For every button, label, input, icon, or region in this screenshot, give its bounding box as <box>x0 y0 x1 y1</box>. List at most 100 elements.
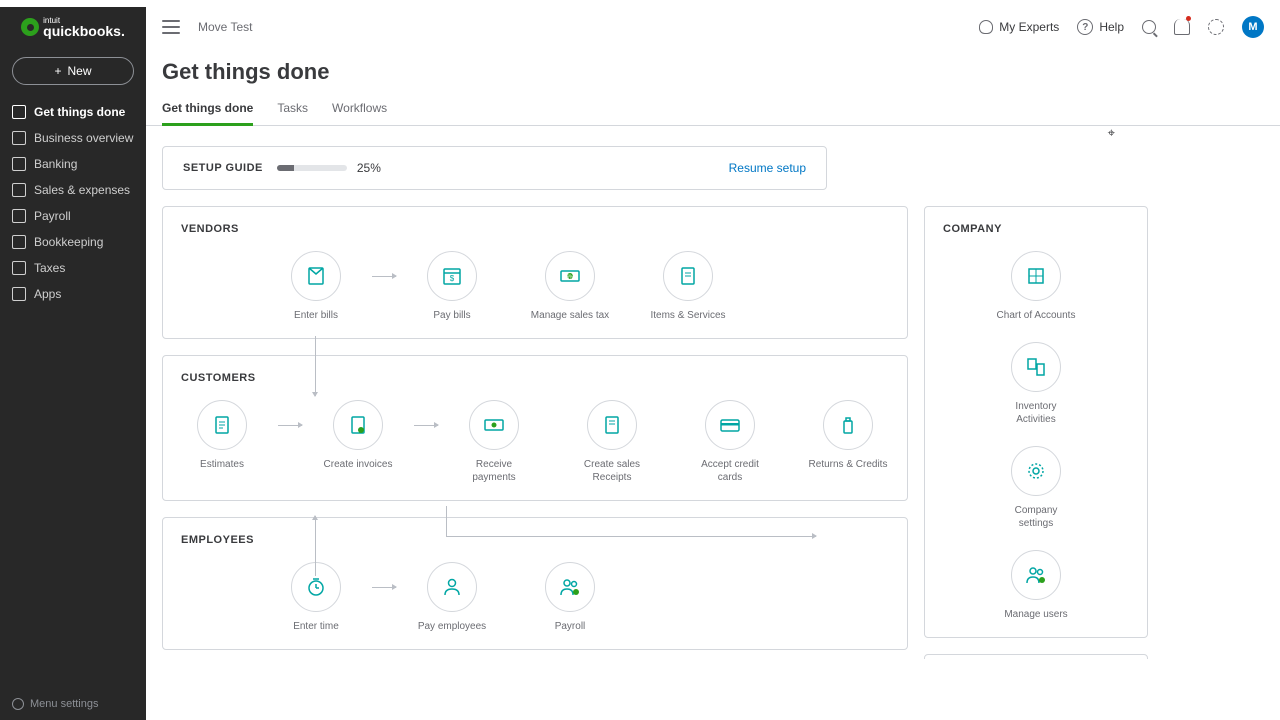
manage-sales-tax-item[interactable]: $% Manage sales tax <box>529 251 611 322</box>
flow-label: Pay bills <box>433 309 470 322</box>
items-services-item[interactable]: Items & Services <box>647 251 729 322</box>
flow-label: Create invoices <box>324 458 393 471</box>
enter-bills-item[interactable]: Enter bills <box>275 251 357 322</box>
receipt-icon <box>600 413 624 437</box>
sidebar-item-banking[interactable]: Banking <box>0 151 146 177</box>
create-sales-receipts-item[interactable]: Create sales Receipts <box>571 400 653 484</box>
sidebar-item-payroll[interactable]: Payroll <box>0 203 146 229</box>
calendar-icon: $ <box>440 264 464 288</box>
flow-label: Manage sales tax <box>531 309 609 322</box>
notifications-icon[interactable] <box>1174 19 1190 35</box>
plus-icon: + <box>54 64 61 78</box>
person-icon <box>440 575 464 599</box>
customers-title: CUSTOMERS <box>181 372 889 384</box>
sidebar-item-label: Taxes <box>34 261 65 275</box>
flow-label: Chart of Accounts <box>997 309 1076 322</box>
clock-icon <box>304 575 328 599</box>
flow-label: Accept credit cards <box>689 458 771 484</box>
tax-icon: $% <box>558 264 582 288</box>
tab-workflows[interactable]: Workflows <box>332 93 387 125</box>
flow-label: Enter time <box>293 620 339 633</box>
tag-icon <box>12 183 26 197</box>
vendors-title: VENDORS <box>181 223 889 235</box>
create-invoices-item[interactable]: Create invoices <box>317 400 399 471</box>
my-experts-link[interactable]: My Experts <box>979 20 1059 34</box>
help-link[interactable]: ? Help <box>1077 19 1124 35</box>
flow-label: Company settings <box>996 504 1076 530</box>
cursor-indicator: ⌖ <box>1108 125 1115 141</box>
sidebar-item-label: Payroll <box>34 209 71 223</box>
connector-line <box>446 536 816 537</box>
receive-payments-item[interactable]: Receive payments <box>453 400 535 484</box>
menu-toggle-icon[interactable] <box>162 20 180 34</box>
sidebar-item-label: Get things done <box>34 105 125 119</box>
arrow-icon <box>369 251 399 301</box>
flow-label: Create sales Receipts <box>571 458 653 484</box>
returns-icon <box>836 413 860 437</box>
new-button-label: New <box>68 64 92 78</box>
sidebar-item-taxes[interactable]: Taxes <box>0 255 146 281</box>
payment-icon <box>482 413 506 437</box>
company-title: COMPANY <box>943 223 1129 235</box>
arrow-icon <box>369 562 399 612</box>
people-icon <box>558 575 582 599</box>
company-settings-item[interactable]: Company settings <box>996 446 1076 530</box>
company-card: COMPANY Chart of Accounts Inventory Acti… <box>924 206 1148 638</box>
manage-users-item[interactable]: Manage users <box>996 550 1076 621</box>
sidebar-item-label: Banking <box>34 157 77 171</box>
users-icon <box>1024 563 1048 587</box>
tax-icon <box>12 261 26 275</box>
resume-setup-link[interactable]: Resume setup <box>729 161 806 175</box>
progress-bar <box>277 165 347 171</box>
settings-icon[interactable] <box>1208 19 1224 35</box>
tab-tasks[interactable]: Tasks <box>277 93 308 125</box>
help-icon: ? <box>1077 19 1093 35</box>
gear-icon <box>1024 459 1048 483</box>
inventory-icon <box>1024 355 1048 379</box>
chart-icon <box>12 131 26 145</box>
enter-time-item[interactable]: Enter time <box>275 562 357 633</box>
sidebar-item-sales-expenses[interactable]: Sales & expenses <box>0 177 146 203</box>
apps-icon <box>12 287 26 301</box>
logo[interactable]: intuit quickbooks. <box>0 7 146 47</box>
accept-credit-cards-item[interactable]: Accept credit cards <box>689 400 771 484</box>
menu-settings-link[interactable]: Menu settings <box>12 698 98 710</box>
payroll-item[interactable]: Payroll <box>529 562 611 633</box>
payroll-icon <box>12 209 26 223</box>
sidebar: + New Get things done Business overview … <box>0 47 146 720</box>
sidebar-item-bookkeeping[interactable]: Bookkeeping <box>0 229 146 255</box>
sidebar-item-apps[interactable]: Apps <box>0 281 146 307</box>
search-icon[interactable] <box>1142 20 1156 34</box>
invoice-icon <box>346 413 370 437</box>
my-experts-label: My Experts <box>999 20 1059 34</box>
help-label: Help <box>1099 20 1124 34</box>
returns-credits-item[interactable]: Returns & Credits <box>807 400 889 471</box>
sidebar-item-label: Business overview <box>34 131 133 145</box>
flow-label: Returns & Credits <box>809 458 888 471</box>
avatar[interactable]: M <box>1242 16 1264 38</box>
flow-label: Manage users <box>1004 608 1067 621</box>
pay-employees-item[interactable]: Pay employees <box>411 562 493 633</box>
sidebar-item-business-overview[interactable]: Business overview <box>0 125 146 151</box>
flow-label: Payroll <box>555 620 586 633</box>
setup-guide-card: SETUP GUIDE 25% Resume setup <box>162 146 827 190</box>
flow-label: Enter bills <box>294 309 338 322</box>
pay-bills-item[interactable]: $ Pay bills <box>411 251 493 322</box>
inventory-item[interactable]: Inventory Activities <box>996 342 1076 426</box>
arrow-icon <box>275 400 305 450</box>
tab-get-things-done[interactable]: Get things done <box>162 93 253 126</box>
arrow-icon <box>411 400 441 450</box>
connector-line <box>315 336 316 396</box>
credit-card-icon <box>718 413 742 437</box>
estimates-item[interactable]: Estimates <box>181 400 263 471</box>
chart-of-accounts-item[interactable]: Chart of Accounts <box>996 251 1076 322</box>
page-title: Get things done <box>146 47 1280 93</box>
menu-settings-label: Menu settings <box>30 698 98 710</box>
estimate-icon <box>210 413 234 437</box>
sidebar-item-get-things-done[interactable]: Get things done <box>0 99 146 125</box>
home-icon <box>12 105 26 119</box>
svg-text:$%: $% <box>566 275 574 281</box>
company-name[interactable]: Move Test <box>198 20 252 34</box>
gear-icon <box>12 698 24 710</box>
new-button[interactable]: + New <box>12 57 134 85</box>
